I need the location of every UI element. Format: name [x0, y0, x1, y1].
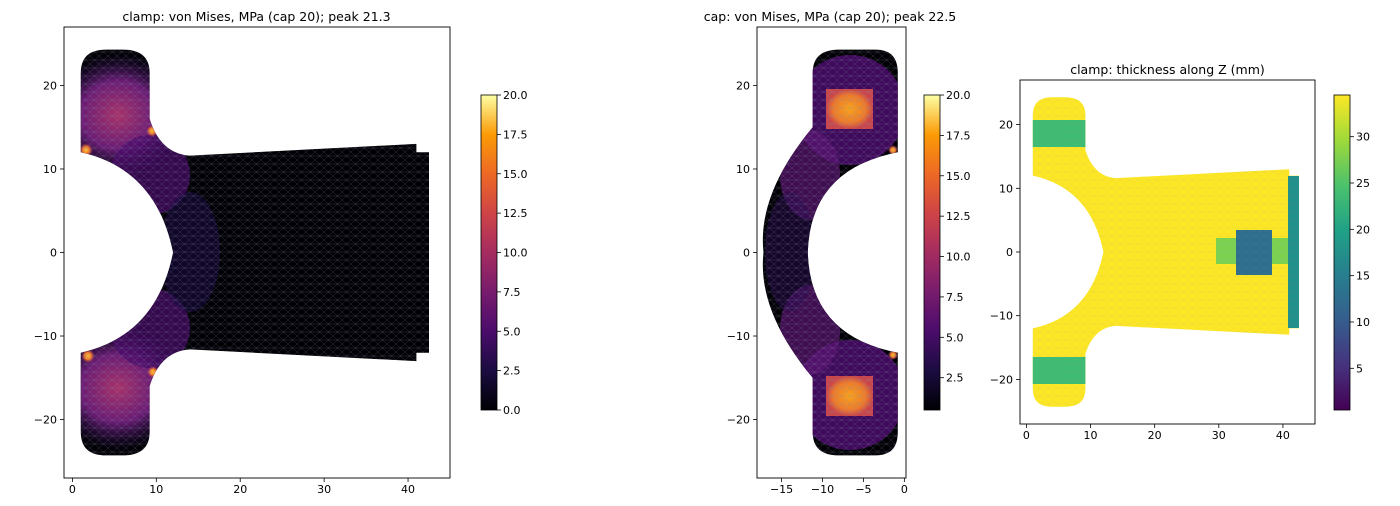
colorbar-tick-label: 15.0: [503, 168, 528, 181]
panel2-y-ticks: −20 −10 0 10 20: [727, 79, 757, 427]
x-tick-label: 0: [901, 483, 908, 496]
x-tick-label: 40: [401, 483, 415, 496]
x-tick-label: −15: [770, 483, 793, 496]
y-tick-label: 10: [999, 182, 1013, 195]
colorbar-tick-label: 17.5: [503, 128, 528, 141]
y-tick-label: −10: [727, 330, 750, 343]
y-tick-label: 10: [736, 163, 750, 176]
y-tick-label: 0: [1006, 246, 1013, 259]
y-tick-label: −10: [34, 330, 57, 343]
panel2-colorbar: [923, 94, 941, 411]
colorbar-tick-label: 5.0: [946, 331, 964, 344]
colorbar-tick-label: 12.5: [946, 210, 971, 223]
panel2-field: [762, 49, 898, 456]
x-tick-label: −5: [855, 483, 871, 496]
panel3-colorbar: [1333, 94, 1351, 411]
x-tick-label: 10: [1084, 429, 1098, 442]
x-tick-label: 20: [1148, 429, 1162, 442]
panel3-field: [1032, 97, 1299, 407]
panel3-title: clamp: thickness along Z (mm): [1070, 62, 1265, 77]
y-tick-label: −20: [727, 414, 750, 427]
x-tick-label: 30: [317, 483, 331, 496]
y-tick-label: 0: [50, 247, 57, 260]
colorbar-tick-label: 15: [1356, 270, 1370, 283]
panel1-colorbar-ticks: 0.0 2.5 5.0 7.5 10.0 12.5 15.0 17.5 20.0: [497, 89, 528, 417]
panel1-field: [80, 49, 430, 456]
colorbar-tick-label: 12.5: [503, 207, 528, 220]
y-tick-label: 20: [736, 79, 750, 92]
colorbar-tick-label: 2.5: [946, 372, 964, 385]
x-tick-label: 10: [149, 483, 163, 496]
panel1-colorbar: [480, 94, 498, 411]
colorbar-tick-label: 20.0: [503, 89, 528, 102]
y-tick-label: −20: [34, 414, 57, 427]
panel2-x-ticks: −15 −10 −5 0: [770, 478, 908, 496]
x-tick-label: 0: [1023, 429, 1030, 442]
panel1-y-ticks: −20 −10 0 10 20: [34, 79, 64, 427]
x-tick-label: 20: [233, 483, 247, 496]
panel-clamp-thickness: clamp: thickness along Z (mm) 0 10 20 30 40 …: [990, 62, 1370, 442]
y-tick-label: 20: [999, 119, 1013, 132]
colorbar-tick-label: 20: [1356, 223, 1370, 236]
panel3-y-ticks: −20 −10 0 10 20: [990, 119, 1020, 386]
colorbar-tick-label: 20.0: [946, 89, 971, 102]
x-tick-label: −10: [811, 483, 834, 496]
panel3-x-ticks: 0 10 20 30 40: [1023, 424, 1290, 442]
y-tick-label: −10: [990, 310, 1013, 323]
colorbar-tick-label: 30: [1356, 131, 1370, 144]
panel-clamp-von-mises: clamp: von Mises, MPa (cap 20); peak 21.…: [34, 9, 528, 496]
colorbar-tick-label: 2.5: [503, 365, 521, 378]
y-tick-label: 10: [43, 163, 57, 176]
panel2-colorbar-ticks: 2.5 5.0 7.5 10.0 12.5 15.0 17.5 20.0: [940, 89, 971, 385]
panel1-title: clamp: von Mises, MPa (cap 20); peak 21.…: [122, 9, 390, 24]
y-tick-label: 20: [43, 79, 57, 92]
panel2-title: cap: von Mises, MPa (cap 20); peak 22.5: [704, 9, 957, 24]
x-tick-label: 30: [1212, 429, 1226, 442]
colorbar-tick-label: 25: [1356, 177, 1370, 190]
panel1-x-ticks: 0 10 20 30 40: [69, 478, 415, 496]
y-tick-label: 0: [743, 247, 750, 260]
colorbar-tick-label: 7.5: [946, 291, 964, 304]
x-tick-label: 40: [1276, 429, 1290, 442]
colorbar-tick-label: 0.0: [503, 404, 521, 417]
x-tick-label: 0: [69, 483, 76, 496]
colorbar-tick-label: 17.5: [946, 129, 971, 142]
panel-cap-von-mises: cap: von Mises, MPa (cap 20); peak 22.5 …: [704, 9, 971, 496]
colorbar-tick-label: 5: [1356, 362, 1363, 375]
colorbar-tick-label: 15.0: [946, 170, 971, 183]
colorbar-tick-label: 10: [1356, 316, 1370, 329]
colorbar-tick-label: 5.0: [503, 325, 521, 338]
panel3-colorbar-ticks: 5 10 15 20 25 30: [1350, 131, 1370, 375]
colorbar-tick-label: 10.0: [946, 251, 971, 264]
colorbar-tick-label: 10.0: [503, 247, 528, 260]
y-tick-label: −20: [990, 373, 1013, 386]
colorbar-tick-label: 7.5: [503, 286, 521, 299]
